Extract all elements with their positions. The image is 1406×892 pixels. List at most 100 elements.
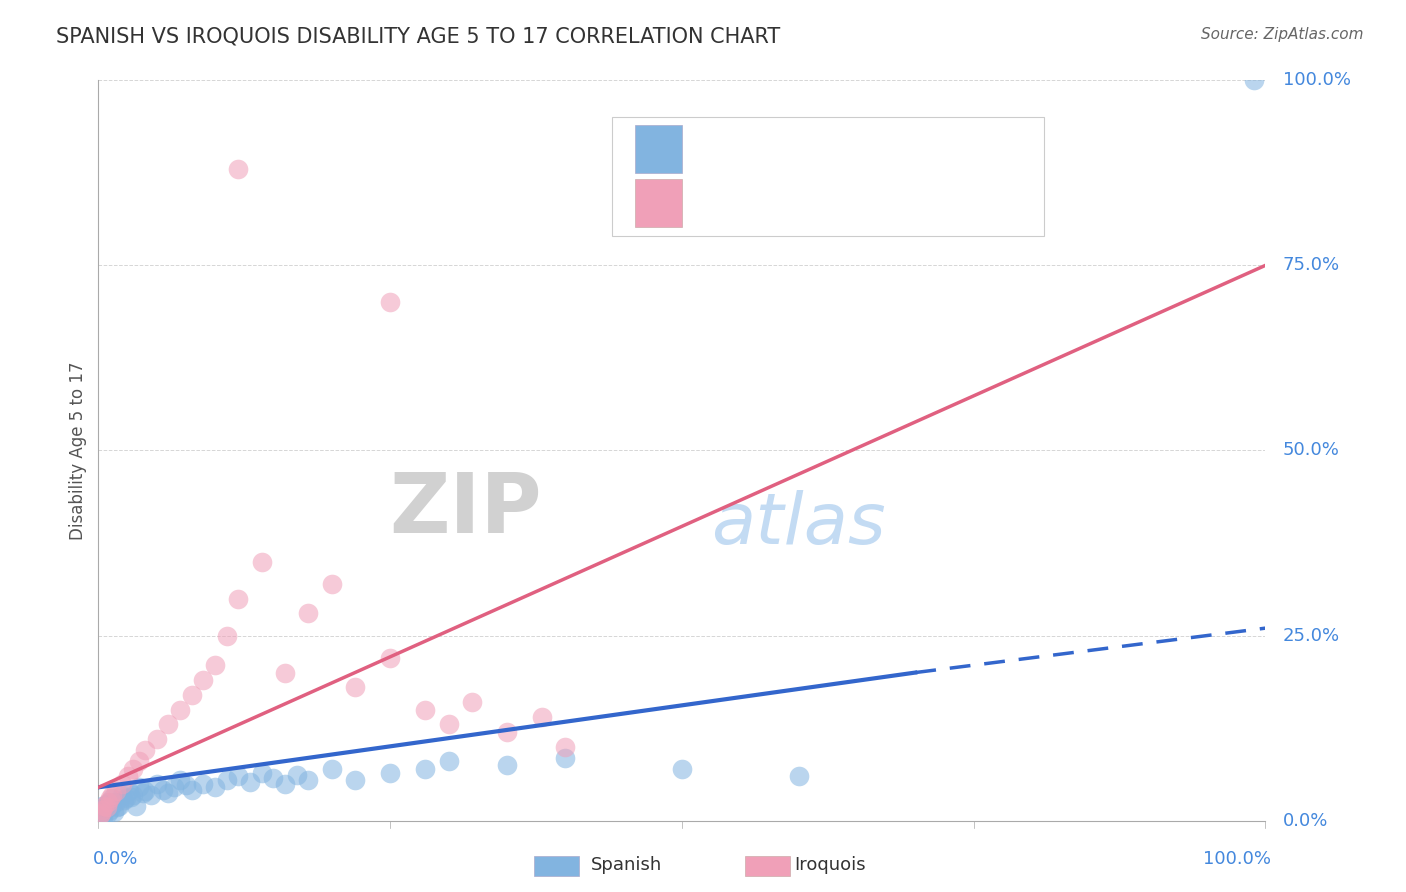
Text: R =  0.186: R = 0.186: [706, 139, 810, 158]
Point: [321, 762, 343, 776]
Point: [554, 739, 576, 754]
Point: [134, 743, 156, 757]
Point: [297, 607, 319, 621]
Point: [97, 795, 120, 809]
Text: 50.0%: 50.0%: [1282, 442, 1340, 459]
Point: [180, 688, 202, 702]
Point: [152, 782, 174, 797]
Point: [146, 732, 169, 747]
Point: [120, 789, 142, 804]
Point: [174, 778, 197, 792]
Point: [344, 772, 367, 787]
Point: [157, 785, 180, 799]
Text: 100.0%: 100.0%: [1282, 71, 1351, 89]
Point: [787, 769, 810, 783]
Point: [108, 798, 131, 813]
Text: SPANISH VS IROQUOIS DISABILITY AGE 5 TO 17 CORRELATION CHART: SPANISH VS IROQUOIS DISABILITY AGE 5 TO …: [56, 27, 780, 46]
Point: [111, 788, 134, 802]
Point: [180, 782, 202, 797]
Point: [215, 628, 238, 642]
Text: ZIP: ZIP: [389, 469, 541, 550]
Point: [461, 695, 484, 709]
Point: [101, 788, 124, 802]
Point: [380, 650, 402, 665]
Point: [274, 665, 297, 680]
Text: Iroquois: Iroquois: [794, 856, 866, 874]
Point: [94, 800, 117, 814]
Point: [122, 762, 145, 776]
Point: [413, 703, 436, 717]
Point: [146, 776, 169, 791]
Text: 0.0%: 0.0%: [93, 850, 138, 868]
Point: [380, 765, 402, 780]
Point: [321, 576, 343, 591]
Point: [262, 771, 284, 785]
Point: [437, 717, 460, 731]
Point: [239, 775, 262, 789]
Point: [380, 295, 402, 310]
Point: [96, 800, 118, 814]
Point: [228, 591, 250, 606]
Point: [228, 162, 250, 177]
Point: [169, 703, 191, 717]
Point: [297, 772, 319, 787]
Point: [1243, 73, 1265, 87]
Point: [530, 710, 553, 724]
Point: [250, 765, 273, 780]
Text: N = 34: N = 34: [869, 193, 936, 212]
Point: [437, 755, 460, 769]
Point: [104, 784, 127, 798]
Point: [90, 803, 112, 817]
Text: N = 54: N = 54: [869, 139, 936, 158]
Point: [118, 784, 141, 798]
Point: [193, 776, 215, 791]
Point: [93, 798, 115, 813]
Point: [115, 791, 138, 805]
Text: Source: ZipAtlas.com: Source: ZipAtlas.com: [1201, 27, 1364, 42]
Point: [132, 785, 155, 799]
Point: [496, 724, 519, 739]
Point: [122, 788, 145, 802]
Point: [104, 795, 127, 809]
Point: [128, 755, 150, 769]
Point: [101, 791, 124, 805]
Point: [204, 658, 226, 673]
Point: [125, 798, 148, 813]
Text: 25.0%: 25.0%: [1282, 626, 1340, 645]
Point: [90, 803, 112, 817]
Bar: [636, 178, 682, 227]
Text: 0.0%: 0.0%: [1282, 812, 1329, 830]
Point: [274, 776, 297, 791]
Point: [344, 681, 367, 695]
Point: [157, 717, 180, 731]
Text: 100.0%: 100.0%: [1204, 850, 1271, 868]
Point: [215, 772, 238, 787]
Point: [496, 758, 519, 772]
Point: [91, 810, 114, 824]
Point: [228, 769, 250, 783]
Point: [98, 803, 121, 817]
Point: [671, 762, 693, 776]
Bar: [636, 125, 682, 173]
Point: [89, 807, 111, 822]
Point: [139, 788, 162, 802]
Text: R =  0.495: R = 0.495: [706, 193, 810, 212]
Point: [90, 806, 112, 821]
Point: [554, 750, 576, 764]
Point: [117, 769, 139, 783]
Text: 75.0%: 75.0%: [1282, 256, 1340, 275]
Point: [103, 805, 125, 819]
Point: [285, 768, 308, 782]
Point: [97, 806, 120, 821]
Point: [105, 800, 128, 814]
Point: [413, 762, 436, 776]
Point: [90, 798, 112, 813]
Point: [204, 780, 226, 795]
Point: [163, 780, 186, 795]
Point: [96, 797, 118, 812]
Point: [100, 798, 122, 813]
Text: atlas: atlas: [711, 490, 886, 559]
Point: [112, 793, 135, 807]
Point: [97, 795, 120, 809]
Point: [111, 776, 134, 791]
